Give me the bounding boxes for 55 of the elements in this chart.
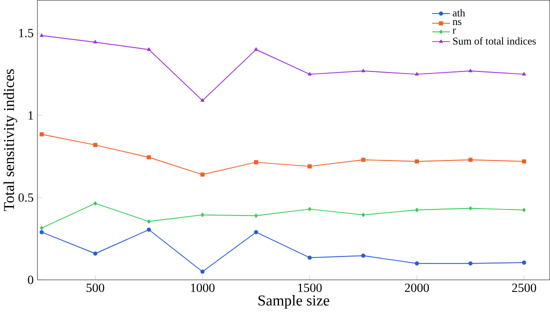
legend-label: ath [452, 9, 466, 16]
point [468, 158, 473, 162]
point [200, 172, 205, 177]
point [468, 206, 472, 210]
x-tick-label: 1000 [191, 284, 215, 292]
x-tick-label: 500 [86, 284, 104, 292]
x-axis-title: Sample size [258, 294, 330, 309]
point [522, 260, 526, 265]
point [522, 72, 526, 76]
point [468, 261, 473, 266]
point [93, 142, 98, 148]
point [415, 72, 419, 76]
point [414, 261, 419, 266]
point [200, 270, 205, 274]
y-tick-label: 1 [28, 111, 33, 120]
point [308, 207, 312, 212]
point [468, 68, 472, 72]
point [254, 160, 258, 164]
point [200, 212, 204, 217]
point [254, 230, 258, 234]
point [40, 132, 44, 136]
point [40, 226, 44, 230]
point [362, 212, 365, 217]
point [146, 155, 151, 160]
point [254, 47, 258, 51]
point [146, 228, 151, 232]
point [414, 159, 419, 164]
point [40, 33, 44, 37]
point [361, 254, 366, 258]
point [361, 158, 366, 162]
x-tick-label: 2500 [512, 284, 536, 292]
legend-label: r [452, 28, 456, 34]
point [522, 208, 526, 212]
point [308, 72, 312, 76]
y-tick-label: 0 [28, 276, 34, 284]
point [147, 219, 151, 224]
legend-label: Sum of total indices [453, 37, 536, 45]
point [415, 208, 419, 212]
point [308, 164, 312, 168]
point [254, 214, 258, 218]
y-tick-label: 1.5 [19, 28, 34, 38]
x-tick-label: 1500 [298, 284, 322, 292]
y-axis-title: Total sensitivity indices [3, 69, 18, 211]
point [361, 68, 366, 72]
point [308, 256, 312, 260]
point [93, 251, 98, 256]
point [522, 159, 526, 164]
legend-label: ns [452, 20, 462, 26]
x-tick-label: 2000 [404, 284, 429, 292]
point [147, 47, 151, 51]
point [94, 201, 97, 206]
point [40, 230, 44, 234]
point [200, 98, 204, 102]
y-tick-label: 0.5 [18, 193, 34, 202]
point [93, 40, 98, 44]
